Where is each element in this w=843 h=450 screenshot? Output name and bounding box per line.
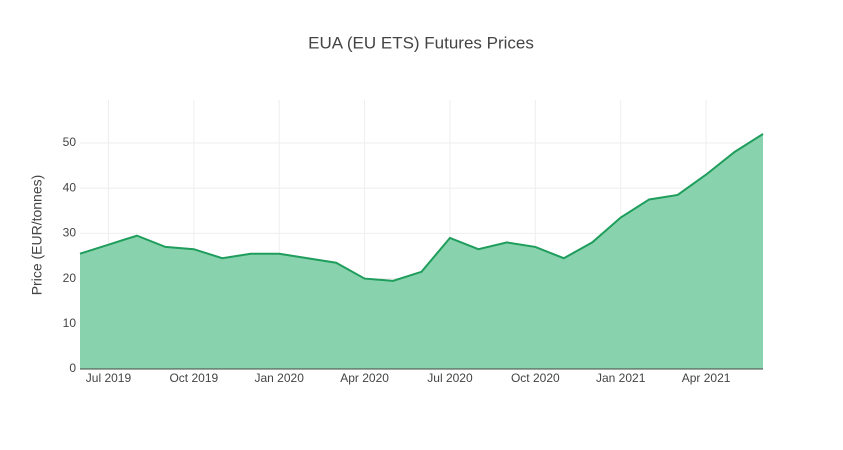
y-tick-label: 0 <box>69 361 76 375</box>
x-tick-label: Jan 2020 <box>255 371 305 385</box>
x-tick-label: Apr 2021 <box>682 371 731 385</box>
y-axis-title: Price (EUR/tonnes) <box>29 175 45 296</box>
x-tick-label: Jan 2021 <box>596 371 646 385</box>
y-tick-label: 30 <box>63 226 77 240</box>
y-tick-label: 50 <box>63 135 77 149</box>
x-tick-label: Oct 2019 <box>169 371 218 385</box>
line <box>79 133 764 282</box>
x-tick-label: Apr 2020 <box>340 371 389 385</box>
y-tick-label: 10 <box>63 316 77 330</box>
area-fill <box>80 133 763 369</box>
x-tick-label: Oct 2020 <box>511 371 560 385</box>
y-tick-label: 20 <box>63 271 77 285</box>
x-tick-label: Jul 2020 <box>427 371 473 385</box>
x-tick-label: Jul 2019 <box>86 371 132 385</box>
y-tick-label: 40 <box>63 180 77 194</box>
chart-title: EUA (EU ETS) Futures Prices <box>308 33 534 52</box>
